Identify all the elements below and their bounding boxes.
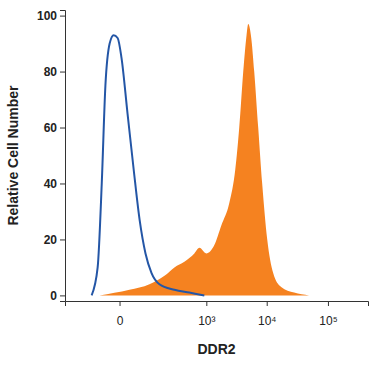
x-axis-line [66,302,369,307]
x-tick-label: 10⁴ [258,314,277,328]
y-tick-mark [60,183,65,184]
y-tick-mark [60,239,65,240]
histogram-area [99,24,309,295]
y-tick-mark [60,16,65,17]
x-tick: 0 [117,301,124,328]
y-tick-label: 80 [44,65,58,79]
y-axis-title: Relative Cell Number [5,85,21,226]
x-tick: 10⁵ [319,301,337,328]
y-tick-label: 60 [44,121,58,135]
x-tick-mark [120,301,121,306]
histogram-line [92,35,205,295]
y-tick: 100 [37,9,65,23]
y-axis: 0 20 40 60 80 100 [37,9,66,303]
y-tick: 40 [44,177,65,191]
x-tick-label: 10⁵ [319,314,337,328]
y-tick-label: 20 [44,233,58,247]
chart: 0 10³ 10⁴ 10⁵ 0 20 40 60 80 100 DDR2 Relative Cell … [0,0,371,372]
y-tick-label: 0 [50,289,57,303]
y-tick-mark [60,295,65,296]
plot-area [92,24,309,295]
y-tick-label: 100 [37,9,57,23]
y-axis-line [60,11,66,302]
y-tick: 60 [44,121,65,135]
y-tick: 0 [50,289,65,303]
x-axis: 0 10³ 10⁴ 10⁵ [66,301,369,328]
x-tick: 10³ [198,301,215,328]
y-tick: 80 [44,65,65,79]
x-tick-mark [267,301,268,306]
x-tick-label: 0 [117,314,124,328]
x-tick-mark [328,301,329,306]
x-tick-mark [206,301,207,306]
y-tick: 20 [44,233,65,247]
y-tick-mark [60,128,65,129]
y-tick-mark [60,72,65,73]
x-tick: 10⁴ [258,301,277,328]
x-tick-label: 10³ [198,314,215,328]
x-axis-title: DDR2 [197,341,235,357]
y-tick-label: 40 [44,177,58,191]
